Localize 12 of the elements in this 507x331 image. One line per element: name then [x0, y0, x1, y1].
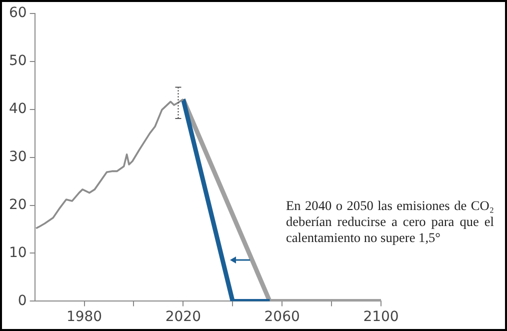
x-tick-label: 2020 — [165, 309, 201, 326]
x-tick-label: 2060 — [264, 309, 300, 326]
y-tick-label: 0 — [18, 292, 27, 309]
y-tick-label: 60 — [8, 5, 27, 22]
y-tick-label: 20 — [8, 196, 27, 213]
x-tick-label: 1980 — [66, 309, 102, 326]
y-tick-label: 40 — [8, 100, 27, 117]
y-tick-label: 30 — [8, 148, 27, 165]
x-tick-label: 2100 — [363, 309, 399, 326]
annotation: En 2040 o 2050 las emisiones de CO₂ deberían reducirse a cero para que el calentamiento no supere 1,5° — [286, 198, 494, 246]
y-tick-label: 50 — [8, 53, 27, 70]
y-tick-label: 10 — [8, 244, 27, 261]
